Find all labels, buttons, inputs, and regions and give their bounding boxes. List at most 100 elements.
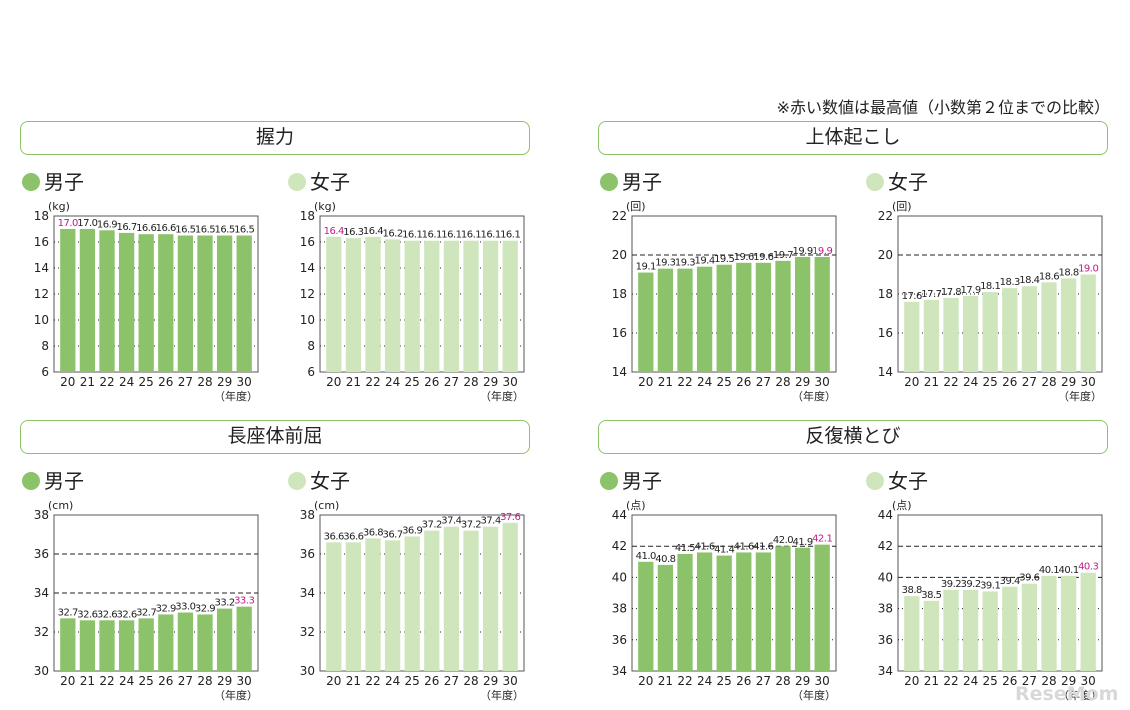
bar (443, 526, 460, 671)
x-tick-label: 28 (775, 375, 790, 389)
chart-situp-girls: (回) 14 16 18 20 22 17.6 20 17.7 21 17.8 22 17.9 24 18.… (878, 200, 1103, 403)
data-label: 19.6 (734, 252, 754, 263)
y-tick-label: 14 (34, 261, 49, 275)
y-tick-label: 18 (878, 287, 893, 301)
bar (158, 614, 174, 671)
bar (365, 236, 381, 372)
bar (736, 552, 752, 671)
bar (716, 264, 732, 372)
data-label: 37.4 (441, 516, 461, 527)
x-tick-label: 20 (904, 375, 919, 389)
bar (443, 240, 460, 372)
x-tick-label: 28 (1041, 674, 1056, 688)
y-tick-label: 38 (34, 508, 49, 522)
x-tick-label: 25 (139, 674, 154, 688)
data-label: 16.1 (480, 230, 500, 241)
y-unit-label: (回) (892, 200, 912, 213)
data-label: 17.9 (960, 285, 980, 296)
data-label: 16.9 (97, 219, 117, 230)
bar (794, 547, 811, 671)
x-tick-label: 21 (658, 674, 673, 688)
bar (716, 555, 732, 671)
y-tick-label: 36 (300, 547, 315, 561)
x-tick-label: 30 (1081, 674, 1096, 688)
bar (736, 262, 752, 372)
x-tick-label: 25 (983, 375, 998, 389)
data-label: 39.1 (980, 580, 1000, 591)
x-tick-label: 20 (326, 375, 341, 389)
y-unit-label: (cm) (314, 499, 339, 512)
bar (657, 564, 674, 671)
bar (236, 606, 252, 671)
data-label: 18.4 (1019, 275, 1039, 286)
data-label: 19.0 (1078, 264, 1098, 275)
y-tick-label: 18 (612, 287, 627, 301)
bar (923, 299, 940, 372)
legend-girls-grip: 女子 (288, 166, 350, 195)
bar (482, 240, 499, 372)
x-tick-label: 26 (736, 674, 751, 688)
y-tick-label: 10 (300, 313, 315, 327)
y-tick-label: 42 (612, 539, 627, 553)
section-title-situp: 上体起こし (598, 121, 1108, 155)
plot-frame (897, 514, 1103, 672)
x-tick-label: 20 (60, 375, 75, 389)
legend-boys-sit-and-reach: 男子 (22, 465, 84, 494)
y-tick-label: 38 (300, 508, 315, 522)
section-title-sit-and-reach: 長座体前屈 (20, 420, 530, 454)
bar (236, 235, 252, 372)
y-tick-label: 32 (34, 625, 49, 639)
data-label: 16.1 (422, 230, 442, 241)
bar (138, 618, 154, 671)
bar (177, 612, 194, 671)
chart-sit-and-reach-boys: (cm) 30 32 34 36 38 32.7 20 32.6 21 32.6 22 32.6 24 32… (34, 499, 259, 702)
data-label: 40.3 (1078, 562, 1098, 573)
data-label: 16.5 (214, 225, 234, 236)
x-tick-label: 26 (158, 375, 173, 389)
chart-situp-boys: (回) 14 16 18 20 22 19.1 20 19.3 21 19.3 22 19.4 24 19.… (612, 200, 837, 403)
bar (1002, 586, 1018, 671)
x-tick-label: 24 (385, 375, 400, 389)
x-tick-label: 26 (424, 674, 439, 688)
y-tick-label: 8 (41, 339, 49, 353)
y-unit-label: (cm) (48, 499, 73, 512)
data-label: 37.2 (422, 520, 442, 531)
x-tick-label: 25 (405, 674, 420, 688)
bar (197, 614, 213, 671)
bar (138, 234, 154, 372)
bar (384, 239, 401, 372)
data-label: 38.5 (921, 590, 941, 601)
y-tick-label: 6 (307, 365, 315, 379)
data-label: 32.7 (136, 607, 156, 618)
y-tick-label: 18 (300, 209, 315, 223)
data-label: 41.4 (714, 545, 734, 556)
data-label: 36.7 (382, 529, 402, 540)
bar (696, 266, 713, 372)
bar (404, 240, 420, 372)
y-tick-label: 42 (878, 539, 893, 553)
legend-boys-grip: 男子 (22, 166, 84, 195)
bar (177, 235, 194, 372)
data-label: 17.8 (941, 287, 961, 298)
data-label: 32.6 (77, 609, 97, 620)
x-tick-label: 22 (677, 375, 692, 389)
y-tick-label: 44 (612, 508, 627, 522)
y-tick-label: 30 (34, 664, 49, 678)
data-label: 17.6 (902, 291, 922, 302)
y-unit-label: (回) (626, 200, 646, 213)
data-label: 18.3 (1000, 277, 1020, 288)
chart-grip-girls: (kg) 6 8 10 12 14 16 18 16.4 20 16.3 21 16.4 22 16.2 24… (300, 200, 525, 403)
y-tick-label: 34 (34, 586, 49, 600)
bar (482, 526, 499, 671)
data-label: 32.9 (195, 603, 215, 614)
bar (345, 542, 362, 671)
bar (755, 552, 772, 671)
x-tick-label: 20 (638, 375, 653, 389)
data-label: 16.7 (116, 222, 136, 233)
bar (1002, 288, 1018, 372)
bar (424, 530, 440, 671)
data-label: 17.0 (77, 218, 97, 229)
data-label: 37.2 (461, 520, 481, 531)
x-tick-label: 29 (483, 674, 498, 688)
x-tick-label: 30 (237, 375, 252, 389)
